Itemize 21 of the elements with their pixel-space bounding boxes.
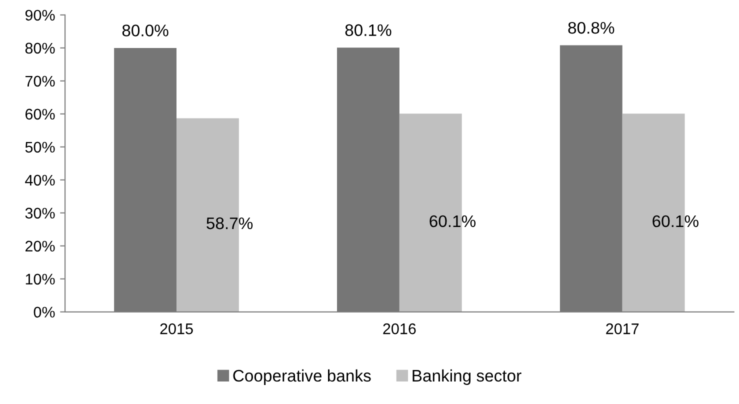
x-tick-label: 2015 [160, 323, 193, 334]
legend-label: Banking sector [412, 369, 522, 385]
data-label: 80.0% [122, 24, 168, 36]
y-tick-label: 60% [26, 108, 55, 120]
y-tick-label: 30% [25, 208, 55, 219]
data-label: 58.7% [206, 217, 253, 230]
y-tick-label: 10% [26, 274, 55, 285]
y-tick-label: 70% [26, 76, 55, 87]
data-label: 60.1% [430, 215, 476, 228]
y-tick-label: 40% [25, 174, 55, 186]
legend-label: Cooperative banks [233, 369, 371, 385]
y-tick-label: 0% [34, 306, 55, 318]
y-tick-label: 20% [26, 240, 55, 252]
x-tick-label: 2017 [606, 323, 639, 334]
data-label: 80.8% [568, 22, 614, 34]
data-label: 80.1% [345, 24, 392, 36]
y-tick-label: 50% [25, 142, 55, 153]
data-label: 60.1% [652, 215, 698, 228]
x-tick-label: 2016 [383, 323, 416, 334]
y-tick-label: 80% [25, 42, 55, 54]
y-tick-label: 90% [25, 10, 55, 21]
